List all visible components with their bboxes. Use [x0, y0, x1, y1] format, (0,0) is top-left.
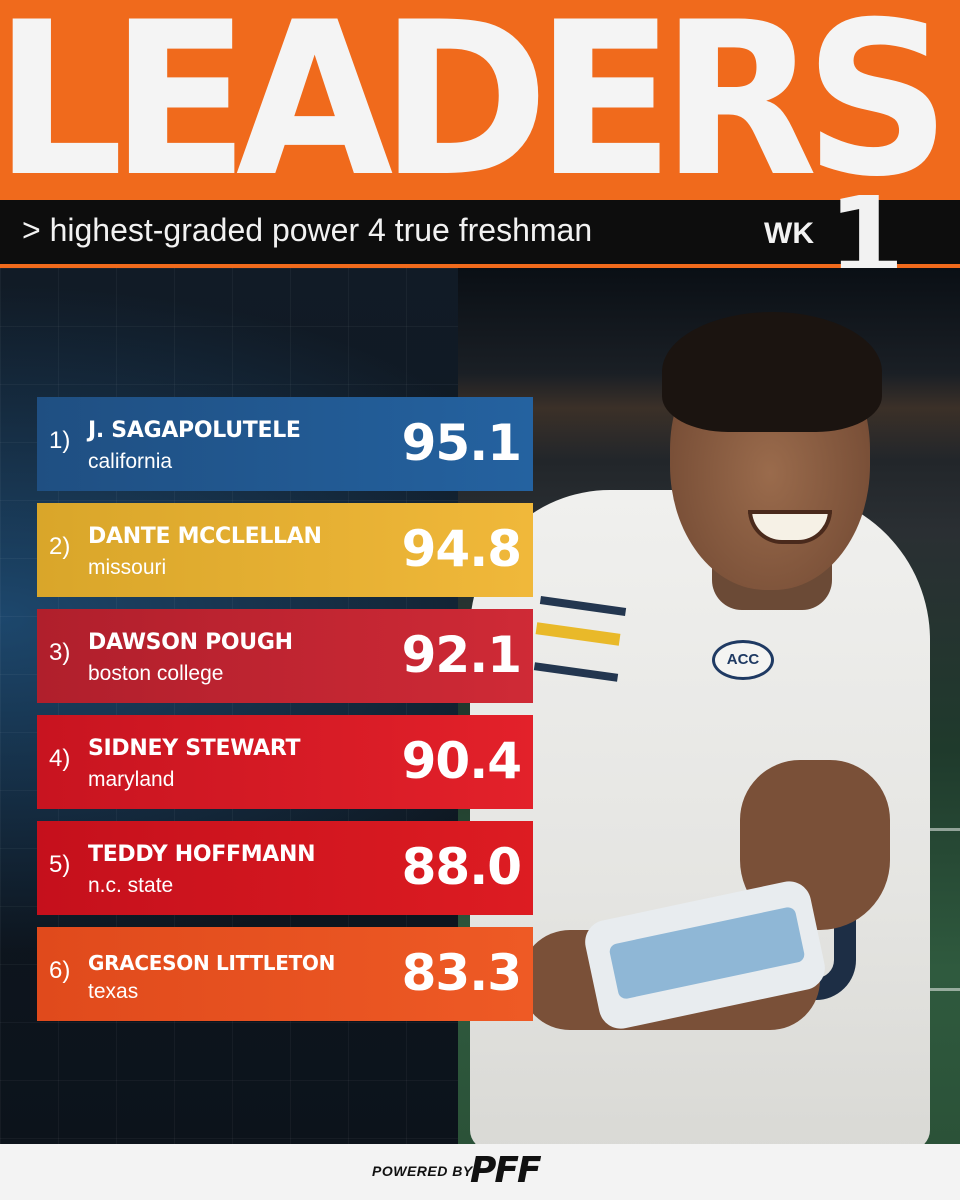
player-school: california — [88, 450, 173, 473]
player-hair — [662, 312, 882, 432]
player-school: texas — [88, 980, 139, 1003]
player-grade: 94.8 — [401, 520, 522, 578]
week-label: WK — [764, 217, 814, 250]
pff-logo: PFF — [470, 1150, 542, 1191]
player-name: TEDDY HOFFMANN — [88, 842, 316, 867]
player-school: n.c. state — [88, 874, 174, 897]
footer: POWERED BY PFF — [0, 1144, 960, 1200]
leader-row: 3) DAWSON POUGH boston college 92.1 — [37, 609, 533, 703]
player-grade: 92.1 — [401, 626, 522, 684]
player-grade: 90.4 — [401, 732, 522, 790]
subtitle: > highest-graded power 4 true freshman — [22, 212, 593, 248]
player-grade: 88.0 — [401, 838, 522, 896]
rank-position: 4) — [49, 745, 71, 772]
leader-row: 5) TEDDY HOFFMANN n.c. state 88.0 — [37, 821, 533, 915]
acc-logo-icon: ACC — [712, 640, 774, 680]
rank-position: 3) — [49, 639, 71, 666]
player-name: DAWSON POUGH — [88, 630, 293, 655]
player-name: DANTE MCCLELLAN — [88, 524, 322, 549]
powered-by-label: POWERED BY — [372, 1163, 473, 1179]
player-name: SIDNEY STEWART — [88, 736, 301, 761]
player-school: maryland — [88, 768, 175, 791]
leader-row: 6) GRACESON LITTLETON texas 83.3 — [37, 927, 533, 1021]
rank-position: 2) — [49, 533, 71, 560]
rank-position: 6) — [49, 957, 71, 984]
player-grade: 83.3 — [401, 944, 522, 1002]
subtitle-bar: > highest-graded power 4 true freshman W… — [0, 182, 960, 292]
player-school: boston college — [88, 662, 224, 685]
leader-row: 4) SIDNEY STEWART maryland 90.4 — [37, 715, 533, 809]
leader-row: 1) J. SAGAPOLUTELE california 95.1 — [37, 397, 533, 491]
player-grade: 95.1 — [401, 414, 522, 472]
leaders-list: 1) J. SAGAPOLUTELE california 95.1 2) DA… — [37, 397, 533, 1033]
leader-row: 2) DANTE MCCLELLAN missouri 94.8 — [37, 503, 533, 597]
player-name: J. SAGAPOLUTELE — [88, 418, 301, 443]
player-school: missouri — [88, 556, 167, 579]
rank-position: 1) — [49, 427, 71, 454]
page-title: LEADERS — [0, 0, 951, 196]
player-name: GRACESON LITTLETON — [88, 951, 336, 975]
header-banner: LEADERS — [0, 0, 960, 196]
rank-position: 5) — [49, 851, 71, 878]
